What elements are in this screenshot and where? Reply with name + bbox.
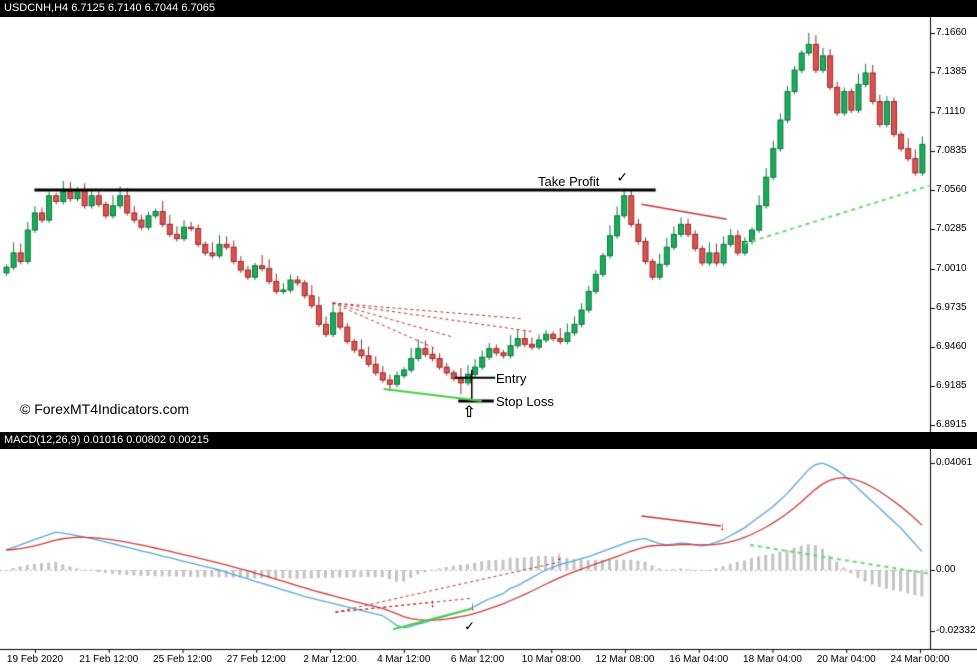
entry-label: Entry (496, 371, 527, 386)
take-profit-label: Take Profit (538, 174, 600, 189)
watermark: © ForexMT4Indicators.com (20, 401, 190, 417)
macd-title: MACD(12,26,9) 0.01016 0.00802 0.00215 (4, 434, 209, 446)
stop-loss-label: Stop Loss (496, 394, 554, 409)
symbol-timeframe-title: USDCNH,H4 6.7125 6.7140 6.7044 6.7065 (4, 2, 215, 14)
price-pane-header: USDCNH,H4 6.7125 6.7140 6.7044 6.7065 (0, 0, 977, 17)
macd-pane-header: MACD(12,26,9) 0.01016 0.00802 0.00215 (0, 432, 977, 449)
